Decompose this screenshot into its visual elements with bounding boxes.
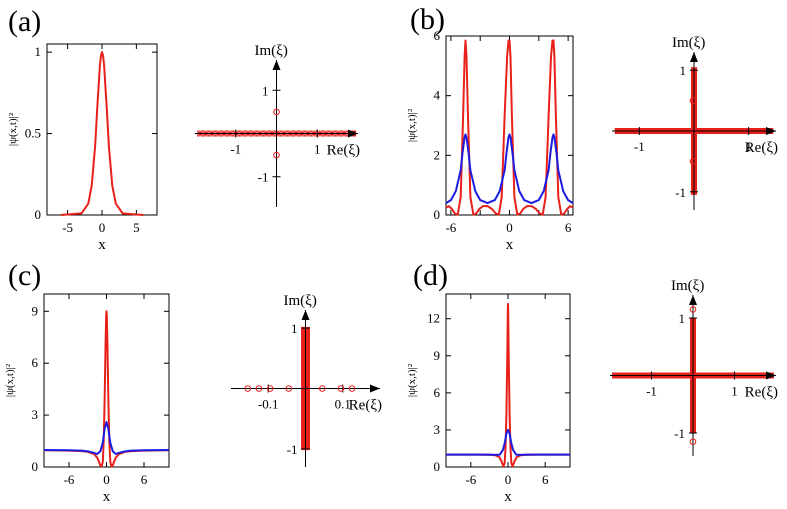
re-tick-label: -1	[634, 139, 645, 154]
series-line-red	[43, 310, 170, 468]
re-axis-head	[370, 384, 380, 393]
y-tick-label: 6	[434, 385, 441, 400]
re-axis-head	[766, 371, 776, 380]
x-tick-label: 0	[99, 220, 106, 235]
series-line-red	[60, 51, 144, 216]
series-line-blue	[445, 133, 574, 205]
re-tick-label: -0.1	[258, 397, 279, 412]
y-tick-label: 0	[434, 459, 441, 474]
panel-label-d: (d)	[413, 259, 448, 292]
y-axis-label: |ψ(x,t)|²	[406, 363, 418, 397]
re-axis-head	[348, 129, 358, 138]
eigenvalue-point	[689, 438, 697, 445]
re-axis-head	[766, 127, 776, 135]
re-axis-label: Re(ξ)	[745, 385, 778, 401]
re-axis-label: Re(ξ)	[349, 398, 382, 414]
y-tick-label: 0	[35, 207, 42, 222]
eigenvalue-point	[348, 385, 356, 392]
y-tick-label: 0	[32, 459, 39, 474]
re-axis-label: Re(ξ)	[745, 140, 778, 156]
re-tick-label: -1	[230, 142, 241, 157]
im-axis-label: Im(ξ)	[671, 278, 704, 294]
im-axis-label: Im(ξ)	[672, 35, 705, 51]
plot-layer: -5 0 5 0 0.5 1 x |ψ(x,t)|² -1 1 1 -1 Re(ξ) Im(ξ) -6 0 6 0…	[4, 28, 778, 505]
eigenvalue-point	[244, 385, 252, 392]
eigenvalue-point	[689, 158, 697, 165]
plot-frame	[46, 43, 158, 216]
series-line-blue	[43, 421, 170, 455]
y-tick-label: 0	[434, 207, 441, 222]
re-tick-label: 1	[314, 142, 321, 157]
y-tick-label: 4	[434, 88, 441, 103]
x-tick-label: 6	[542, 472, 549, 487]
y-tick-label: 9	[434, 348, 441, 363]
re-tick-label: 1	[731, 384, 738, 399]
series-line-blue	[446, 428, 570, 456]
y-tick-label: 9	[32, 303, 39, 318]
x-tick-label: 6	[141, 472, 148, 487]
series-line-red	[445, 39, 574, 216]
x-tick-label: 6	[565, 220, 572, 235]
im-axis-head	[301, 310, 310, 320]
im-axis-head	[689, 295, 697, 305]
eigenvalue-point	[273, 151, 280, 159]
panel-label-b: (b)	[410, 3, 445, 36]
y-tick-label: 3	[434, 422, 441, 437]
eigenvalue-point	[285, 385, 293, 392]
x-tick-label: -6	[445, 220, 456, 235]
eigenvalue-point	[318, 385, 326, 392]
im-tick-label: 1	[679, 311, 686, 326]
x-axis-label: x	[504, 489, 512, 505]
eigenvalue-point	[273, 108, 280, 116]
im-axis-label: Im(ξ)	[255, 43, 288, 59]
x-tick-label: 0	[506, 220, 513, 235]
im-axis-label: Im(ξ)	[284, 293, 317, 309]
eigenvalue-point	[255, 385, 263, 392]
x-tick-label: 0	[505, 472, 512, 487]
re-tick-label: 1	[745, 139, 752, 154]
eigenvalue-point	[337, 385, 345, 392]
x-tick-label: 0	[103, 472, 110, 487]
eigenvalue-point	[689, 306, 697, 313]
y-tick-label: 1	[35, 44, 42, 59]
re-tick-label: 0.1	[335, 397, 351, 412]
x-axis-label: x	[98, 237, 106, 253]
re-axis-label: Re(ξ)	[327, 143, 360, 159]
panel-label-a: (a)	[8, 5, 41, 38]
panel-label-c: (c)	[8, 259, 41, 292]
x-tick-label: 5	[133, 220, 140, 235]
x-tick-label: -5	[62, 220, 73, 235]
im-tick-label: -1	[258, 170, 269, 185]
y-tick-label: 6	[32, 355, 39, 370]
im-tick-label: 1	[680, 63, 687, 78]
y-tick-label: 3	[32, 407, 39, 422]
y-axis-label: |ψ(x,t)|²	[7, 112, 19, 146]
x-tick-label: -6	[465, 472, 476, 487]
y-axis-label: |ψ(x,t)|²	[406, 108, 418, 142]
x-axis-label: x	[506, 237, 514, 253]
im-axis-head	[690, 52, 698, 62]
re-tick-label: -1	[646, 384, 657, 399]
y-tick-label: 0.5	[25, 126, 41, 141]
eigenvalue-point	[689, 97, 697, 104]
y-tick-label: 12	[427, 311, 440, 326]
y-axis-label: |ψ(x,t)|²	[4, 363, 16, 397]
im-tick-label: -1	[675, 185, 686, 200]
series-line-red	[446, 302, 570, 468]
eigenvalue-point	[266, 385, 274, 392]
y-tick-label: 2	[434, 147, 441, 162]
y-tick-label: 6	[434, 28, 441, 43]
x-tick-label: -6	[64, 472, 75, 487]
x-axis-label: x	[103, 489, 111, 505]
im-tick-label: -1	[674, 426, 685, 441]
im-tick-label: 1	[262, 83, 269, 98]
im-tick-label: 1	[291, 321, 298, 336]
im-axis-head	[272, 60, 281, 70]
im-tick-label: -1	[287, 442, 298, 457]
